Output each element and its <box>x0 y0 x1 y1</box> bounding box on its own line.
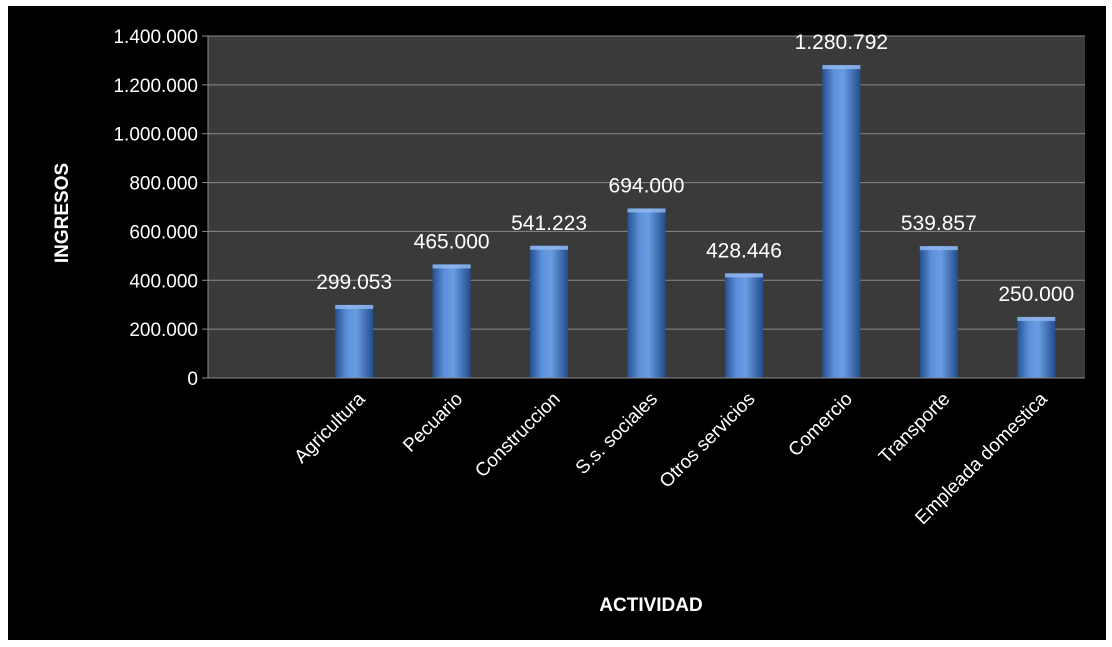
y-tick-label: 400.000 <box>129 271 198 292</box>
x-tick-label: Construccion <box>471 389 564 482</box>
y-tick-label: 1.000.000 <box>113 125 198 146</box>
bar-top-highlight <box>724 273 763 278</box>
bar <box>627 208 666 378</box>
bars <box>335 65 1056 378</box>
bar <box>1017 316 1056 378</box>
data-label: 250.000 <box>998 283 1074 306</box>
data-labels: 299.053 465.000 541.223 694.000 428.446 1.280… <box>316 31 1074 306</box>
bar-chart: 0 200.000 400.000 600.000 800.000 1.000.000 1.… <box>52 27 1085 616</box>
y-tick-label: 600.000 <box>129 222 198 243</box>
chart-frame: 0 200.000 400.000 600.000 800.000 1.000.000 1.… <box>8 6 1106 640</box>
x-tick-label: Transporte <box>875 389 954 468</box>
x-tick-label: Otros servicios <box>656 389 760 493</box>
bar-top-highlight <box>1017 316 1056 321</box>
bar <box>432 264 471 378</box>
x-tick-label: S.s. sociales <box>572 389 662 479</box>
data-label: 541.223 <box>511 212 587 235</box>
y-tick-label: 800.000 <box>129 174 198 195</box>
y-axis: 0 200.000 400.000 600.000 800.000 1.000.000 1.… <box>113 27 209 390</box>
x-tick-label: Pecuario <box>399 389 467 457</box>
data-label: 694.000 <box>609 174 685 197</box>
bar-top-highlight <box>530 245 569 250</box>
bar <box>335 304 374 378</box>
y-axis-title: INGRESOS <box>52 163 73 263</box>
y-tick-label: 1.200.000 <box>113 76 198 97</box>
bar <box>919 246 958 378</box>
bar <box>822 65 861 378</box>
x-axis-title: ACTIVIDAD <box>599 595 702 616</box>
y-tick-label: 0 <box>187 369 198 390</box>
bar-top-highlight <box>919 246 958 251</box>
data-label: 539.857 <box>901 212 977 235</box>
x-tick-label: Agricultura <box>291 388 370 467</box>
bar-top-highlight <box>627 208 666 213</box>
bar-top-highlight <box>822 65 861 70</box>
data-label: 299.053 <box>316 271 392 294</box>
bar-top-highlight <box>432 264 471 269</box>
x-axis: Agricultura Pecuario Construccion S.s. soci… <box>208 377 1085 529</box>
bar <box>530 245 569 378</box>
bar-top-highlight <box>335 304 374 309</box>
data-label: 428.446 <box>706 239 782 262</box>
data-label: 1.280.792 <box>795 31 888 54</box>
bar <box>724 273 763 378</box>
x-tick-label: Comercio <box>785 389 857 461</box>
data-label: 465.000 <box>414 230 490 253</box>
y-tick-label: 1.400.000 <box>113 27 198 48</box>
y-tick-label: 200.000 <box>129 320 198 341</box>
